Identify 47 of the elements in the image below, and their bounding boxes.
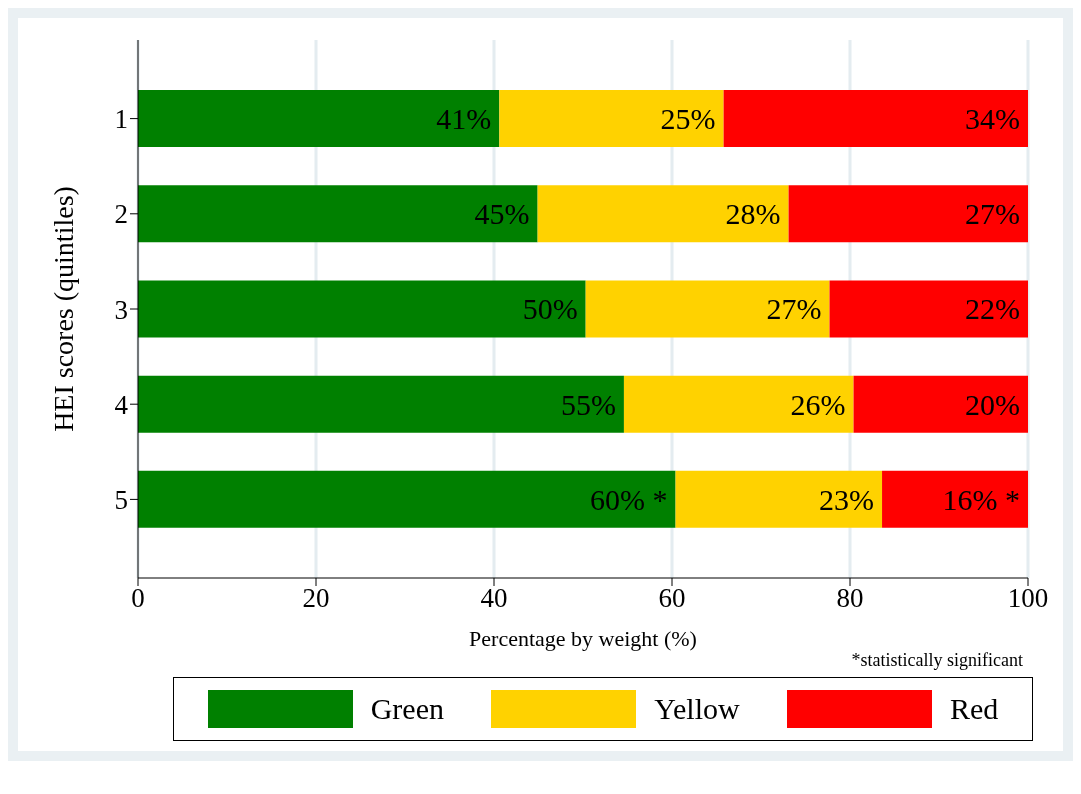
bar — [138, 280, 586, 338]
data-label: 60% * — [590, 482, 668, 516]
data-label: 25% — [660, 102, 716, 136]
data-label: 16% * — [942, 482, 1020, 516]
data-label: 27% — [965, 197, 1020, 231]
y-tick-label: 1 — [114, 104, 128, 135]
bar — [882, 470, 1028, 528]
text: *statistically significant — [850, 650, 1024, 671]
legend-label: Yellow — [654, 692, 740, 726]
bar — [537, 185, 789, 243]
data-label: 22% — [965, 292, 1020, 326]
data-label: 27% — [766, 292, 822, 326]
bar — [788, 185, 1028, 243]
data-label: 26% — [790, 387, 846, 421]
x-tick-label: 100 — [1007, 583, 1049, 614]
bar — [138, 185, 538, 243]
data-label: 55% — [560, 387, 616, 421]
bar — [623, 375, 854, 433]
legend-label: Red — [949, 692, 999, 726]
y-tick-label: 3 — [114, 294, 128, 325]
data-label: 28% — [725, 197, 781, 231]
y-tick-label: 4 — [114, 389, 129, 420]
bar — [675, 470, 883, 528]
y-tick-label: 2 — [114, 199, 128, 230]
x-tick-label: 60 — [658, 583, 686, 614]
data-label: 50% — [522, 292, 578, 326]
x-tick-label: 0 — [131, 583, 145, 614]
data-label: 45% — [474, 197, 530, 231]
x-tick-label: 80 — [836, 583, 864, 614]
data-label: 41% — [436, 102, 492, 136]
data-label: 20% — [965, 387, 1020, 421]
y-axis-title: HEI scores (quintiles) — [47, 186, 79, 432]
bar — [723, 90, 1028, 148]
bar — [138, 90, 500, 148]
y-tick-label: 5 — [114, 484, 128, 515]
x-tick-label: 20 — [302, 583, 330, 614]
bar — [138, 375, 624, 433]
bar — [829, 280, 1028, 338]
bar — [499, 90, 724, 148]
data-label: 23% — [819, 482, 875, 516]
x-tick-label: 40 — [480, 583, 508, 614]
x-axis-title: Percentage by weight (%) — [469, 626, 697, 651]
bar — [853, 375, 1028, 433]
data-label: 34% — [965, 102, 1020, 136]
legend-label: Green — [370, 692, 444, 726]
bar — [585, 280, 830, 338]
bar — [138, 470, 676, 528]
